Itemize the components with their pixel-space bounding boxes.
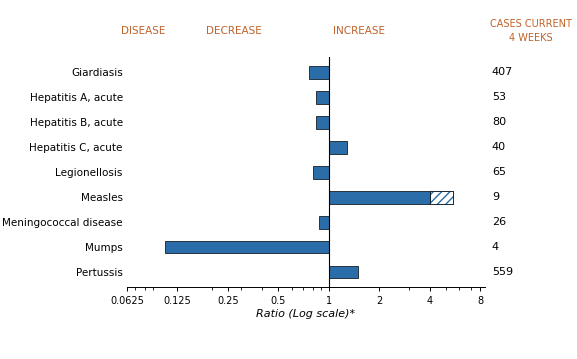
Bar <box>430 191 453 204</box>
Text: 40: 40 <box>492 143 506 152</box>
Bar <box>313 166 329 178</box>
Bar <box>430 191 453 204</box>
Text: DECREASE: DECREASE <box>207 26 262 36</box>
Text: 4: 4 <box>492 242 499 252</box>
Text: 65: 65 <box>492 167 506 177</box>
Bar <box>329 266 358 279</box>
Text: 53: 53 <box>492 92 506 102</box>
Text: CASES CURRENT: CASES CURRENT <box>490 19 572 29</box>
Text: 26: 26 <box>492 217 506 227</box>
Bar <box>309 66 329 79</box>
Bar <box>316 91 329 104</box>
Bar <box>329 141 347 154</box>
X-axis label: Ratio (Log scale)*: Ratio (Log scale)* <box>256 309 355 319</box>
Bar <box>319 216 329 229</box>
Bar <box>329 191 430 204</box>
Bar <box>316 116 329 129</box>
Text: DISEASE: DISEASE <box>121 26 166 36</box>
Text: 407: 407 <box>492 67 513 78</box>
Bar <box>164 241 329 253</box>
Text: INCREASE: INCREASE <box>334 26 385 36</box>
Text: 9: 9 <box>492 192 499 202</box>
Text: 559: 559 <box>492 267 513 277</box>
Text: 80: 80 <box>492 117 506 127</box>
Text: 4 WEEKS: 4 WEEKS <box>509 33 553 43</box>
